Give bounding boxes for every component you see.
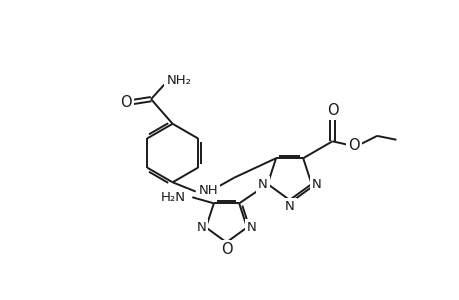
Text: N: N — [196, 221, 206, 234]
Text: O: O — [120, 95, 132, 110]
Text: NH: NH — [198, 184, 218, 196]
Text: N: N — [246, 221, 256, 234]
Text: N: N — [311, 178, 321, 190]
Text: N: N — [284, 200, 294, 213]
Text: NH₂: NH₂ — [166, 74, 191, 87]
Text: O: O — [220, 242, 232, 257]
Text: N: N — [257, 178, 267, 190]
Text: O: O — [326, 103, 337, 118]
Text: O: O — [347, 138, 359, 153]
Text: H₂N: H₂N — [161, 191, 186, 204]
